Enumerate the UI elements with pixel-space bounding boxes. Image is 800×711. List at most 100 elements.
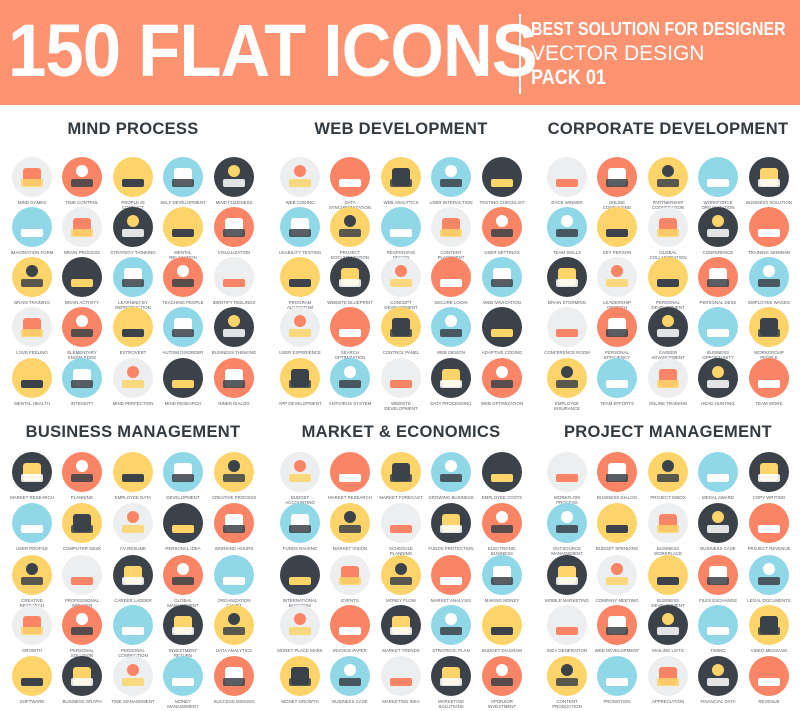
icon-glyph	[294, 613, 306, 625]
learning-by-reproduction-icon	[113, 257, 153, 297]
website-development-icon	[381, 358, 421, 398]
icon-glyph	[707, 329, 729, 337]
icon-label: Computer Desk	[62, 546, 102, 551]
mobile-marketing-icon	[547, 555, 587, 595]
mental-health-icon	[12, 358, 52, 398]
icon-glyph-detail	[440, 525, 462, 533]
timing-icon	[698, 605, 738, 645]
icon-label: User Settings	[484, 250, 520, 255]
icon-glyph-detail	[707, 380, 729, 388]
icon-glyph	[561, 511, 573, 523]
business-opportunity-icon	[698, 307, 738, 347]
icon-label: Data Analytics	[216, 648, 252, 653]
legal-documents-icon	[749, 555, 789, 595]
icon-glyph-detail	[21, 474, 43, 482]
icon-glyph	[21, 229, 43, 237]
icon-glyph	[496, 511, 508, 523]
icon-glyph	[561, 366, 573, 378]
icon-glyph	[445, 613, 457, 625]
icon-glyph	[445, 315, 457, 327]
project-revenue-icon	[749, 503, 789, 543]
icon-label: Team Efforts	[600, 401, 634, 406]
icon-glyph-detail	[707, 525, 729, 533]
icon-glyph-detail	[491, 279, 513, 287]
concept-development-icon	[381, 257, 421, 297]
team-efforts-icon	[597, 358, 637, 398]
icon-label: Business Solution	[746, 200, 792, 205]
data-synchronization-icon	[330, 157, 370, 197]
icon-glyph	[390, 380, 412, 388]
planning-icon	[62, 452, 102, 492]
icon-glyph-detail	[71, 678, 93, 686]
web-coding-icon	[280, 157, 320, 197]
personal-development-icon	[648, 257, 688, 297]
career-ladder-icon	[113, 555, 153, 595]
workforce-organization-icon	[698, 157, 738, 197]
success-mission-icon	[214, 656, 254, 696]
icon-label: Race Winner	[551, 200, 583, 205]
icon-glyph-detail	[71, 229, 93, 237]
icon-glyph	[294, 315, 306, 327]
icon-glyph	[339, 474, 361, 482]
icon-glyph	[395, 265, 407, 277]
growing-business-icon	[431, 452, 471, 492]
icon-label: Business Graph	[62, 699, 102, 704]
icon-label: Online Training	[648, 401, 688, 406]
icon-label: Money Flow	[386, 598, 416, 603]
icon-glyph-detail	[172, 179, 194, 187]
icon-glyph	[26, 265, 38, 277]
visualization-icon	[214, 207, 254, 247]
icon-label: Money Place Mark	[277, 648, 323, 653]
icon-glyph-detail	[758, 329, 780, 337]
icon-glyph	[172, 380, 194, 388]
icon-label: Budget Diagram	[482, 648, 522, 653]
icon-glyph	[76, 613, 88, 625]
icon-label: Marketing Idea	[382, 699, 420, 704]
icon-label: Market Vision	[332, 546, 368, 551]
business-development-icon	[648, 555, 688, 595]
icon-glyph	[611, 563, 623, 575]
icon-label: Files Exchange	[698, 598, 738, 603]
icon-glyph-detail	[606, 577, 628, 585]
icon-glyph-detail	[390, 627, 412, 635]
web-development-icon	[597, 605, 637, 645]
banner-title: 150 FLAT ICONS	[8, 9, 538, 92]
workgroup-people-icon	[749, 307, 789, 347]
icon-glyph-detail	[223, 678, 245, 686]
icon-glyph-detail	[122, 525, 144, 533]
icon-label: Training Seminar	[747, 250, 791, 255]
icon-glyph	[712, 215, 724, 227]
icon-glyph-detail	[21, 627, 43, 635]
strategic-plan-icon	[431, 605, 471, 645]
icon-label: Testing Checklist	[479, 200, 525, 205]
web-analytics-icon	[381, 157, 421, 197]
icon-glyph	[491, 329, 513, 337]
icon-label: Mind Games	[17, 200, 47, 205]
icon-glyph	[496, 215, 508, 227]
icon-glyph	[228, 165, 240, 177]
icon-glyph	[440, 577, 462, 585]
money-flow-icon	[381, 555, 421, 595]
icon-glyph	[707, 627, 729, 635]
icon-glyph	[122, 329, 144, 337]
mind-perfection-icon	[113, 358, 153, 398]
section-title: BUSINESS MANAGEMENT	[25, 423, 241, 441]
icon-glyph-detail	[289, 329, 311, 337]
icon-label: Personal Desk	[699, 300, 737, 305]
icon-label: Growing Business	[428, 495, 474, 500]
icon-glyph	[289, 577, 311, 585]
responsive-design-icon	[381, 207, 421, 247]
icon-glyph-detail	[172, 577, 194, 585]
business-dialog-icon	[597, 452, 637, 492]
investment-return-icon	[163, 605, 203, 645]
icon-glyph-detail	[390, 279, 412, 287]
icon-label: Brain Storming	[547, 300, 587, 305]
icon-label: Data Processing	[430, 401, 472, 406]
icon-glyph	[76, 165, 88, 177]
icon-glyph-detail	[556, 678, 578, 686]
sponsor-investment-icon	[482, 656, 522, 696]
icon-label: Adaptive Coding	[481, 350, 523, 355]
icon-label: Revenue	[758, 699, 780, 704]
project-documentation-icon	[330, 207, 370, 247]
icon-glyph-detail	[556, 577, 578, 585]
